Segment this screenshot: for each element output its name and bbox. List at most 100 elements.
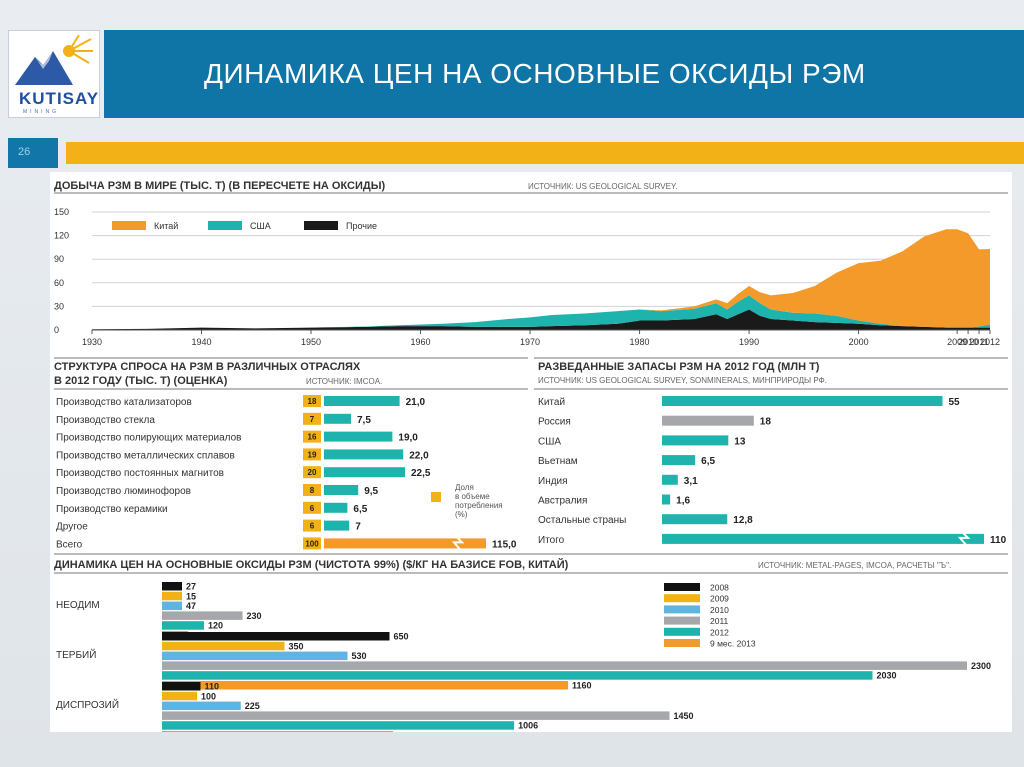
x-tick-label: 1990 (739, 337, 759, 347)
reserves-category: Индия (538, 476, 568, 487)
price-legend-label: 9 мес. 2013 (710, 639, 756, 649)
reserves-value: 55 (949, 397, 961, 408)
demand-category: Производство люминофоров (56, 485, 191, 497)
share-value: 6 (310, 504, 315, 513)
demand-value: 21,0 (406, 397, 426, 408)
share-value: 20 (308, 468, 317, 477)
y-tick-label: 60 (54, 278, 64, 288)
logo-name: KUTISAY (19, 89, 100, 108)
accent-bar (66, 142, 1024, 164)
infographic-svg: ДОБЫЧА РЗМ В МИРЕ (ТЫС. Т) (В ПЕРЕСЧЕТЕ … (54, 180, 1008, 741)
share-box (303, 395, 321, 407)
legend-swatch (112, 221, 146, 230)
reserves-category: Китай (538, 397, 565, 408)
reserves-value: 3,1 (684, 476, 698, 487)
price-legend-label: 2008 (710, 583, 729, 593)
break-mark-icon (451, 535, 465, 551)
price-bars: НЕОДИМ27154723012074ТЕРБИЙ65035053023002… (56, 582, 991, 741)
reserves-title: РАЗВЕДАННЫЕ ЗАПАСЫ РЗМ НА 2012 ГОД (МЛН … (538, 361, 820, 373)
price-bar (162, 601, 182, 611)
share-box (303, 484, 321, 496)
y-tick-label: 150 (54, 207, 69, 217)
price-value: 100 (201, 691, 216, 701)
price-value: 660 (397, 731, 412, 733)
y-tick-label: 30 (54, 301, 64, 311)
reserves-chart: РАЗВЕДАННЫЕ ЗАПАСЫ РЗМ НА 2012 ГОД (МЛН … (534, 357, 1008, 546)
demand-bar (324, 485, 359, 495)
price-legend-swatch (664, 616, 700, 625)
share-box (303, 537, 321, 550)
reserves-value: 13 (734, 436, 746, 447)
slide-number: 26 (18, 146, 31, 158)
price-value: 1006 (518, 721, 538, 731)
price-bar (162, 641, 285, 651)
demand-category: Производство постоянных магнитов (56, 468, 224, 479)
legend-swatch (304, 221, 338, 230)
reserves-value: 1,6 (676, 496, 690, 507)
price-group-label: ДИСПРОЗИЙ (56, 698, 119, 711)
company-logo: KUTISAY MINING (8, 30, 100, 118)
share-box (303, 412, 321, 425)
logo-subtitle: MINING (23, 109, 60, 115)
share-value: 7 (310, 415, 315, 424)
x-tick-label: 2010 (958, 337, 978, 347)
demand-category: Производство стекла (56, 415, 155, 426)
price-value: 2300 (971, 661, 991, 671)
demand-title-line2: В 2012 ГОДУ (ТЫС. Т) (ОЦЕНКА) (54, 375, 228, 387)
price-group-label: НЕОДИМ (56, 600, 100, 611)
infographic: ДОБЫЧА РЗМ В МИРЕ (ТЫС. Т) (В ПЕРЕСЧЕТЕ … (50, 172, 1012, 741)
price-value: 350 (289, 641, 304, 651)
legend-swatch (208, 221, 242, 230)
price-legend-swatch (664, 583, 700, 591)
share-value: 8 (310, 486, 315, 495)
production-chart: ДОБЫЧА РЗМ В МИРЕ (ТЫС. Т) (В ПЕРЕСЧЕТЕ … (54, 180, 1008, 347)
y-tick-label: 120 (54, 231, 69, 241)
demand-value: 19,0 (398, 433, 418, 444)
price-value: 1160 (572, 681, 592, 691)
demand-bar (324, 431, 393, 442)
demand-value: 22,5 (411, 468, 431, 479)
legend-label: Китай (154, 221, 178, 231)
y-tick-label: 0 (54, 325, 59, 335)
x-tick-label: 1960 (411, 337, 431, 347)
price-legend-swatch (664, 639, 700, 647)
reserves-bar (662, 533, 984, 544)
price-bar (162, 671, 873, 680)
demand-value: 7,5 (357, 415, 371, 426)
reserves-value: 12,8 (733, 515, 753, 526)
demand-value: 22,0 (409, 450, 429, 461)
x-tick-label: 2000 (849, 337, 869, 347)
price-bar (162, 661, 967, 670)
share-box (303, 448, 321, 461)
share-legend-swatch (431, 492, 441, 502)
reserves-category: Россия (538, 417, 571, 428)
reserves-bar (662, 435, 729, 446)
demand-bar (324, 413, 351, 424)
reserves-category: США (538, 436, 561, 447)
demand-bar (324, 396, 400, 406)
demand-category: Всего (56, 539, 83, 550)
y-tick-label: 90 (54, 254, 64, 264)
share-value: 100 (305, 539, 319, 548)
reserves-source: ИСТОЧНИК: US GEOLOGICAL SURVEY, SONMINER… (538, 376, 827, 385)
price-bar (162, 711, 670, 720)
price-value: 230 (247, 611, 262, 621)
prices-source: ИСТОЧНИК: METAL-PAGES, IMCOA, РАСЧЕТЫ "Ъ… (758, 561, 951, 570)
demand-category: Производство катализаторов (56, 397, 192, 408)
demand-category: Производство керамики (56, 504, 168, 515)
reserves-bar (662, 514, 728, 525)
production-y-axis: 150 120 90 60 30 0 (54, 207, 69, 335)
legend-label: США (250, 221, 271, 231)
price-legend-swatch (664, 594, 700, 603)
demand-value: 7 (355, 522, 361, 533)
reserves-value: 6,5 (701, 456, 715, 467)
reserves-bar (662, 474, 678, 485)
price-bar (162, 721, 515, 730)
demand-chart: СТРУКТУРА СПРОСА НА РЗМ В РАЗЛИЧНЫХ ОТРА… (54, 357, 528, 551)
demand-bar (324, 502, 348, 513)
production-title: ДОБЫЧА РЗМ В МИРЕ (ТЫС. Т) (В ПЕРЕСЧЕТЕ … (54, 180, 385, 192)
demand-bar (324, 467, 405, 478)
demand-bar (324, 538, 486, 549)
share-value: 19 (308, 450, 317, 459)
demand-bar (324, 449, 404, 460)
